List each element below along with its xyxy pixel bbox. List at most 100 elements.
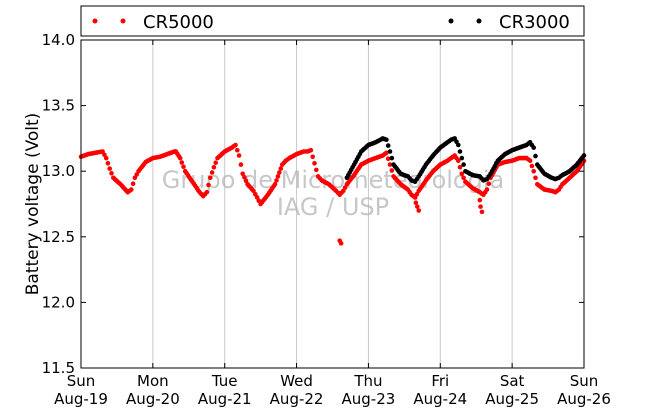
data-point bbox=[310, 154, 316, 160]
x-tick-label-date: Aug-19 bbox=[54, 390, 108, 408]
data-point bbox=[275, 174, 281, 179]
data-point bbox=[274, 178, 279, 183]
data-series bbox=[78, 136, 587, 246]
plot-frame bbox=[80, 39, 585, 369]
legend-label-cr3000: CR3000 bbox=[499, 12, 570, 33]
data-point bbox=[314, 167, 319, 173]
data-point bbox=[208, 175, 213, 181]
data-point bbox=[236, 153, 242, 158]
data-point bbox=[456, 158, 461, 163]
data-point bbox=[459, 155, 465, 161]
data-point bbox=[459, 171, 465, 177]
legend-marker-cr5000-b bbox=[120, 18, 126, 24]
y-tick-label: 12.5 bbox=[42, 228, 75, 246]
data-point bbox=[179, 160, 185, 165]
data-point bbox=[235, 147, 240, 153]
data-point bbox=[384, 137, 389, 142]
data-point bbox=[206, 182, 211, 188]
data-point bbox=[213, 160, 218, 165]
data-point bbox=[484, 187, 490, 192]
data-point bbox=[211, 165, 217, 170]
data-point bbox=[533, 175, 538, 181]
data-point bbox=[105, 161, 111, 166]
data-point bbox=[243, 178, 249, 184]
y-axis-label: Battery voltage (Volt) bbox=[23, 113, 43, 296]
data-point bbox=[130, 181, 136, 186]
data-point bbox=[233, 142, 238, 148]
data-point bbox=[533, 153, 538, 159]
outlier-point bbox=[479, 209, 485, 215]
outlier-point bbox=[338, 241, 344, 246]
outlier-point bbox=[413, 200, 419, 205]
x-tick-label-date: Aug-20 bbox=[126, 390, 180, 408]
data-point bbox=[177, 155, 183, 161]
y-tick-label: 14.0 bbox=[42, 31, 75, 49]
data-point bbox=[389, 168, 395, 173]
grid-lines bbox=[152, 40, 513, 368]
data-point bbox=[457, 165, 463, 170]
data-point bbox=[129, 187, 134, 192]
outlier-point bbox=[414, 204, 420, 209]
data-point bbox=[531, 168, 536, 174]
x-tick-label-day: Mon bbox=[137, 372, 169, 390]
data-point bbox=[531, 145, 536, 150]
data-point bbox=[278, 166, 284, 171]
data-point bbox=[461, 162, 466, 167]
data-point bbox=[457, 149, 463, 154]
legend-frame bbox=[80, 5, 585, 37]
legend-marker-cr3000-b bbox=[476, 18, 482, 24]
data-point bbox=[308, 147, 314, 153]
data-point bbox=[385, 143, 391, 148]
data-point bbox=[389, 155, 395, 161]
y-tick-label: 13.5 bbox=[42, 97, 75, 115]
x-tick-label-day: Sun bbox=[67, 372, 96, 390]
data-point bbox=[107, 166, 112, 171]
data-point bbox=[527, 158, 533, 163]
data-point bbox=[209, 170, 215, 175]
data-point bbox=[529, 163, 535, 169]
x-tick-label-date: Aug-21 bbox=[198, 390, 252, 408]
x-tick-label-day: Sun bbox=[570, 372, 599, 390]
x-tick-label-date: Aug-26 bbox=[557, 390, 611, 408]
data-point bbox=[277, 170, 282, 175]
series-cr3000 bbox=[344, 136, 587, 184]
data-point bbox=[387, 149, 393, 154]
data-point bbox=[384, 150, 389, 156]
legend: CR5000 CR3000 bbox=[80, 5, 585, 37]
data-point bbox=[103, 155, 109, 161]
outlier-point bbox=[478, 204, 483, 209]
data-point bbox=[109, 170, 114, 176]
data-point bbox=[461, 175, 466, 181]
x-tick-label-date: Aug-24 bbox=[413, 390, 467, 408]
data-point bbox=[204, 189, 210, 195]
legend-label-cr5000: CR5000 bbox=[143, 12, 214, 33]
data-point bbox=[238, 162, 244, 167]
outlier-point bbox=[477, 197, 483, 203]
x-tick-label-date: Aug-23 bbox=[342, 390, 396, 408]
data-point bbox=[486, 181, 492, 186]
data-point bbox=[312, 161, 317, 166]
axis-ticks: SunAug-19MonAug-20TueAug-21WedAug-22ThuA… bbox=[42, 31, 611, 408]
x-tick-label-day: Sat bbox=[500, 372, 525, 390]
data-point bbox=[272, 182, 278, 187]
legend-marker-cr3000-a bbox=[448, 18, 454, 24]
y-tick-label: 13.0 bbox=[42, 162, 75, 180]
y-tick-label: 11.5 bbox=[42, 359, 75, 377]
outlier-point bbox=[412, 195, 418, 200]
watermark-line-2: IAG / USP bbox=[277, 193, 389, 221]
legend-marker-cr5000-a bbox=[92, 18, 98, 24]
data-point bbox=[456, 142, 461, 148]
x-tick-label-day: Fri bbox=[431, 372, 449, 390]
data-point bbox=[181, 164, 186, 170]
data-point bbox=[240, 171, 245, 177]
x-tick-label-day: Wed bbox=[280, 372, 313, 390]
y-tick-label: 12.0 bbox=[42, 293, 75, 311]
x-tick-label-day: Tue bbox=[211, 372, 238, 390]
series-cr5000 bbox=[78, 142, 587, 246]
x-tick-label-date: Aug-22 bbox=[270, 390, 324, 408]
data-point bbox=[385, 156, 391, 161]
x-tick-label-day: Thu bbox=[353, 372, 382, 390]
outlier-point bbox=[416, 208, 422, 213]
data-point bbox=[387, 162, 393, 167]
